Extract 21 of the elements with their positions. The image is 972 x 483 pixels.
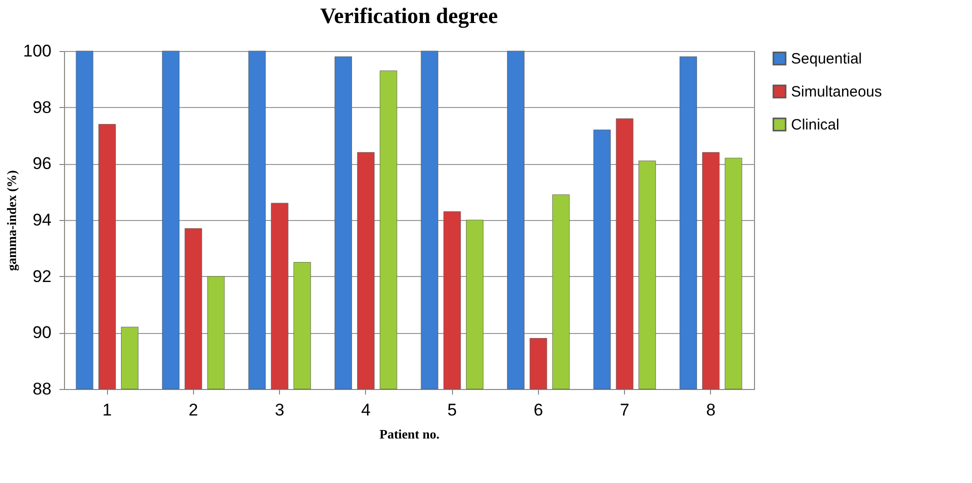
x-tick-label: 1 <box>102 400 112 420</box>
y-axis-title: gamma-index (%) <box>4 170 20 271</box>
y-tick-label: 98 <box>32 98 52 117</box>
x-tick-label: 4 <box>361 400 371 420</box>
legend-label: Sequential <box>791 50 862 68</box>
legend-label: Simultaneous <box>791 84 882 100</box>
y-tick-label: 90 <box>32 323 52 342</box>
y-tick-label: 94 <box>32 210 52 230</box>
y-tick-label: 100 <box>23 42 52 60</box>
x-tick-label: 7 <box>620 400 630 420</box>
x-tick-label: 6 <box>534 400 544 420</box>
chart-title: Verification degree <box>320 3 498 28</box>
x-axis-title: Patient no. <box>380 426 440 442</box>
legend-label: Clinical <box>791 116 840 134</box>
x-tick-label: 8 <box>706 400 716 420</box>
x-tick-label: 3 <box>274 400 284 420</box>
y-tick-label: 88 <box>32 380 52 398</box>
x-tick-label: 2 <box>188 400 198 420</box>
y-tick-label: 96 <box>32 154 52 174</box>
x-tick-label: 5 <box>447 400 457 420</box>
y-tick-label: 92 <box>32 266 52 286</box>
